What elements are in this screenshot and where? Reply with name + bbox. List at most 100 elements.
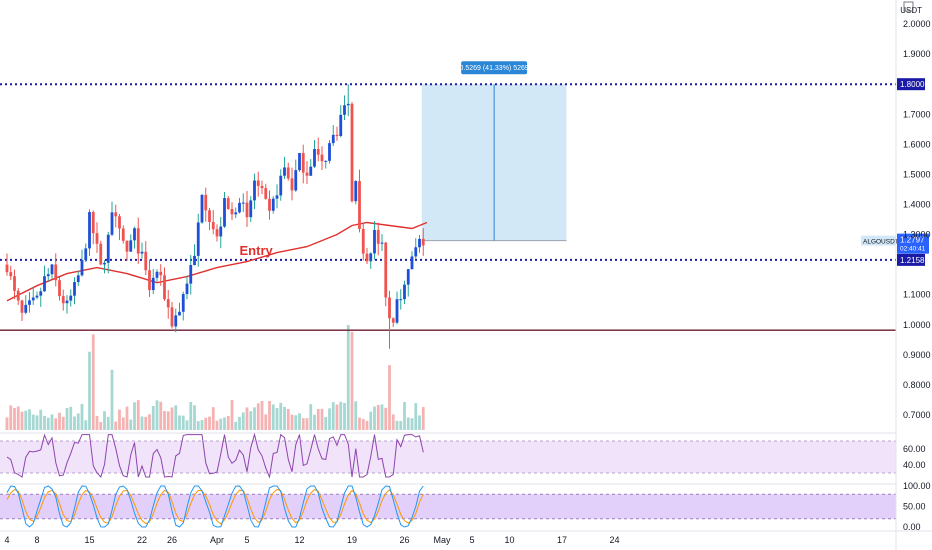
time-axis[interactable]: 4 8 15 22 26 Apr 5 12 19 26 May 5 10 17 24 — [0, 530, 932, 545]
candle-body — [80, 260, 84, 276]
price-tick-label: 1.6000 — [903, 139, 931, 149]
candle-body — [185, 283, 189, 295]
volume-bar — [65, 408, 69, 430]
volume-bar — [391, 414, 395, 430]
candle-body — [99, 243, 103, 265]
time-tick-label: 5 — [244, 535, 249, 545]
candle-down — [358, 169, 361, 233]
candle-down — [118, 214, 121, 241]
candle-body — [283, 167, 286, 176]
candle-down — [211, 210, 215, 235]
candle-down — [125, 240, 129, 261]
candle-down — [13, 269, 16, 300]
candle-body — [279, 175, 283, 196]
candle-up — [133, 226, 136, 249]
price-tick-label: 1.7000 — [903, 109, 931, 119]
volume-bar — [163, 411, 166, 430]
candle-body — [58, 280, 61, 297]
candle-down — [260, 180, 264, 194]
volume-bar — [80, 403, 84, 430]
candle-body — [376, 229, 380, 244]
stoch-k-line — [6, 485, 424, 528]
volume-bar — [58, 412, 61, 430]
volume-bar — [365, 420, 369, 430]
candle-down — [91, 210, 95, 245]
volume-bar — [31, 414, 35, 430]
time-tick-label: 26 — [399, 535, 409, 545]
candle-up — [339, 105, 343, 138]
candle-down — [148, 259, 151, 297]
currency-icon[interactable] — [903, 1, 914, 12]
stoch-tick-label: 100.00 — [903, 481, 931, 491]
volume-bar — [380, 404, 384, 430]
volume-bar — [395, 420, 399, 430]
volume-bar — [103, 411, 106, 430]
volume-bar — [331, 402, 335, 430]
volume-bar — [5, 417, 9, 430]
candle-up — [84, 243, 88, 263]
candle-body — [129, 240, 133, 252]
volume-bar — [335, 404, 339, 430]
candle-body — [256, 180, 260, 186]
stoch-tick-label: 0.00 — [903, 522, 921, 532]
candle-down — [159, 264, 163, 286]
symbol-tag-bg — [861, 235, 896, 246]
candle-body — [196, 222, 200, 256]
candle-up — [69, 289, 73, 307]
candle-body — [9, 272, 13, 277]
candle-up — [140, 242, 144, 259]
candle-up — [39, 287, 43, 307]
candle-up — [88, 209, 91, 257]
candle-up — [174, 308, 178, 333]
volume-bar — [178, 415, 181, 430]
long-position-tool[interactable]: 0.5269 (41.33%) 5269 ALGOUSDT — [421, 61, 899, 246]
level-target-label: 1.8000 — [900, 80, 925, 89]
volume-bar — [140, 416, 144, 430]
candle-body — [144, 251, 148, 271]
candle-up — [223, 191, 226, 229]
candle-down — [388, 290, 391, 349]
candles — [5, 84, 425, 349]
candle-up — [181, 291, 185, 321]
time-tick-label: 12 — [294, 535, 304, 545]
candle-body — [354, 181, 358, 202]
candle-up — [369, 252, 373, 269]
candle-up — [24, 295, 28, 315]
candle-down — [361, 223, 365, 261]
volume-bar — [106, 416, 110, 430]
candle-body — [151, 277, 155, 291]
volume-bar — [125, 406, 129, 430]
volume-bar — [279, 402, 283, 430]
volume-bar — [358, 417, 361, 430]
price-axis[interactable]: 2.0000 1.9000 1.7000 1.6000 1.5000 1.4000 1.30… — [895, 0, 931, 550]
candle-up — [238, 197, 241, 214]
last-price-countdown: 02:40:41 — [900, 246, 926, 253]
volume-bar — [301, 418, 305, 430]
candle-body — [121, 228, 125, 241]
time-tick-label: 10 — [504, 535, 514, 545]
candle-body — [170, 307, 174, 327]
volume-bar — [54, 418, 58, 430]
candle-body — [163, 275, 166, 300]
volume-bar — [343, 402, 346, 430]
candle-up — [106, 231, 110, 274]
time-tick-label: May — [433, 535, 451, 545]
volume-bar — [99, 421, 103, 430]
candle-body — [35, 295, 39, 298]
volume-bar — [249, 411, 253, 430]
candle-body — [13, 276, 16, 291]
volume-bar — [226, 416, 230, 430]
candle-body — [204, 194, 208, 211]
candle-body — [309, 166, 313, 176]
candle-up — [178, 302, 181, 316]
volume-bar — [253, 407, 256, 430]
candle-up — [80, 249, 84, 277]
candle-up — [373, 221, 376, 260]
volume-bar — [290, 414, 294, 430]
candle-body — [339, 114, 343, 137]
volume-bar — [350, 331, 354, 430]
volume-bar — [388, 365, 391, 430]
volume-bar — [346, 325, 350, 430]
volume-bar — [110, 369, 114, 430]
